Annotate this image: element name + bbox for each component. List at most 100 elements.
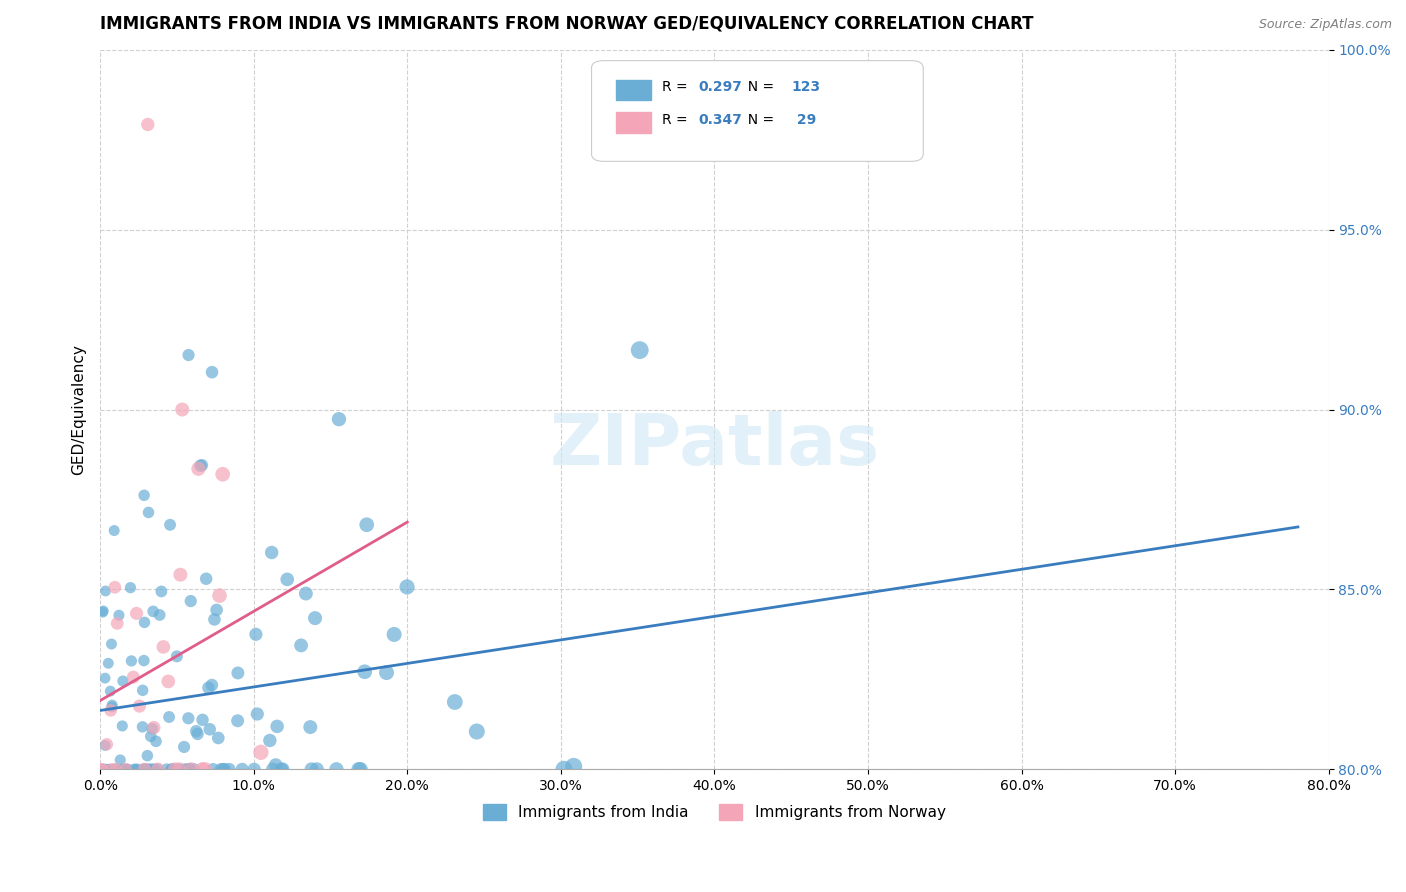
Point — [139, 729, 162, 743]
Point — [211, 467, 233, 482]
Point — [142, 604, 165, 618]
Point — [443, 695, 465, 709]
Text: 29: 29 — [792, 113, 815, 128]
Point — [628, 343, 651, 358]
Point — [202, 762, 225, 776]
Point — [114, 762, 136, 776]
Point — [94, 584, 117, 599]
Legend: Immigrants from India, Immigrants from Norway: Immigrants from India, Immigrants from N… — [477, 798, 952, 826]
Point — [94, 739, 117, 753]
Point — [349, 762, 371, 776]
Point — [180, 594, 202, 608]
Point — [90, 762, 112, 776]
Point — [136, 748, 159, 763]
Point — [103, 762, 125, 776]
Bar — [616, 80, 651, 100]
Point — [132, 762, 155, 776]
Point — [127, 762, 149, 776]
Point — [396, 580, 419, 594]
Point — [169, 567, 191, 582]
Text: Source: ZipAtlas.com: Source: ZipAtlas.com — [1258, 18, 1392, 31]
Point — [117, 762, 139, 776]
Point — [177, 762, 200, 776]
Point — [143, 762, 166, 776]
Point — [135, 762, 157, 776]
Point — [301, 762, 323, 776]
Point — [204, 612, 226, 626]
Point — [201, 365, 224, 379]
Point — [100, 637, 122, 651]
Point — [172, 402, 194, 417]
Point — [290, 639, 312, 653]
Point — [259, 733, 281, 747]
Point — [186, 724, 208, 739]
Point — [94, 671, 117, 685]
Point — [174, 762, 197, 776]
Point — [163, 762, 186, 776]
Point — [131, 720, 153, 734]
Point — [270, 762, 292, 776]
Point — [146, 762, 169, 776]
Text: 0.297: 0.297 — [699, 80, 742, 95]
Point — [111, 674, 134, 689]
Point — [125, 607, 148, 621]
Point — [180, 762, 202, 776]
Point — [122, 670, 145, 684]
Point — [177, 348, 200, 362]
Point — [295, 586, 318, 600]
Point — [166, 649, 188, 664]
Point — [111, 719, 134, 733]
Bar — [616, 112, 651, 133]
Point — [195, 572, 218, 586]
Point — [266, 719, 288, 733]
Point — [347, 762, 370, 776]
Point — [117, 762, 139, 776]
Point — [208, 589, 231, 603]
Point — [328, 412, 350, 426]
Point — [136, 118, 159, 132]
Point — [136, 762, 159, 776]
Point — [207, 731, 229, 745]
Point — [188, 458, 211, 473]
Point — [96, 762, 118, 776]
Text: N =: N = — [740, 80, 779, 95]
Point — [198, 723, 221, 737]
Point — [325, 762, 347, 776]
Point — [132, 762, 155, 776]
Point — [94, 762, 117, 776]
Point — [250, 745, 273, 759]
Point — [138, 762, 160, 776]
Text: 123: 123 — [792, 80, 821, 95]
Point — [150, 584, 173, 599]
Point — [157, 710, 180, 724]
Point — [160, 762, 183, 776]
Point — [155, 762, 177, 776]
Point — [96, 737, 118, 751]
Point — [183, 762, 205, 776]
Point — [134, 762, 156, 776]
Point — [157, 674, 180, 689]
Point — [139, 762, 162, 776]
Point — [105, 616, 128, 631]
Point — [149, 607, 172, 622]
Point — [146, 762, 169, 776]
Point — [110, 753, 132, 767]
Point — [101, 698, 124, 712]
Point — [108, 608, 131, 623]
Point — [465, 724, 488, 739]
Text: 0.347: 0.347 — [699, 113, 742, 128]
Point — [100, 703, 122, 717]
Point — [97, 657, 120, 671]
Point — [214, 762, 236, 776]
Point — [276, 573, 298, 587]
Point — [226, 714, 249, 728]
Point — [260, 545, 283, 559]
Point — [169, 762, 191, 776]
Point — [187, 727, 209, 741]
Point — [212, 762, 235, 776]
Point — [134, 615, 156, 630]
Point — [177, 762, 200, 776]
Point — [226, 665, 249, 680]
Point — [304, 611, 326, 625]
Point — [191, 713, 214, 727]
